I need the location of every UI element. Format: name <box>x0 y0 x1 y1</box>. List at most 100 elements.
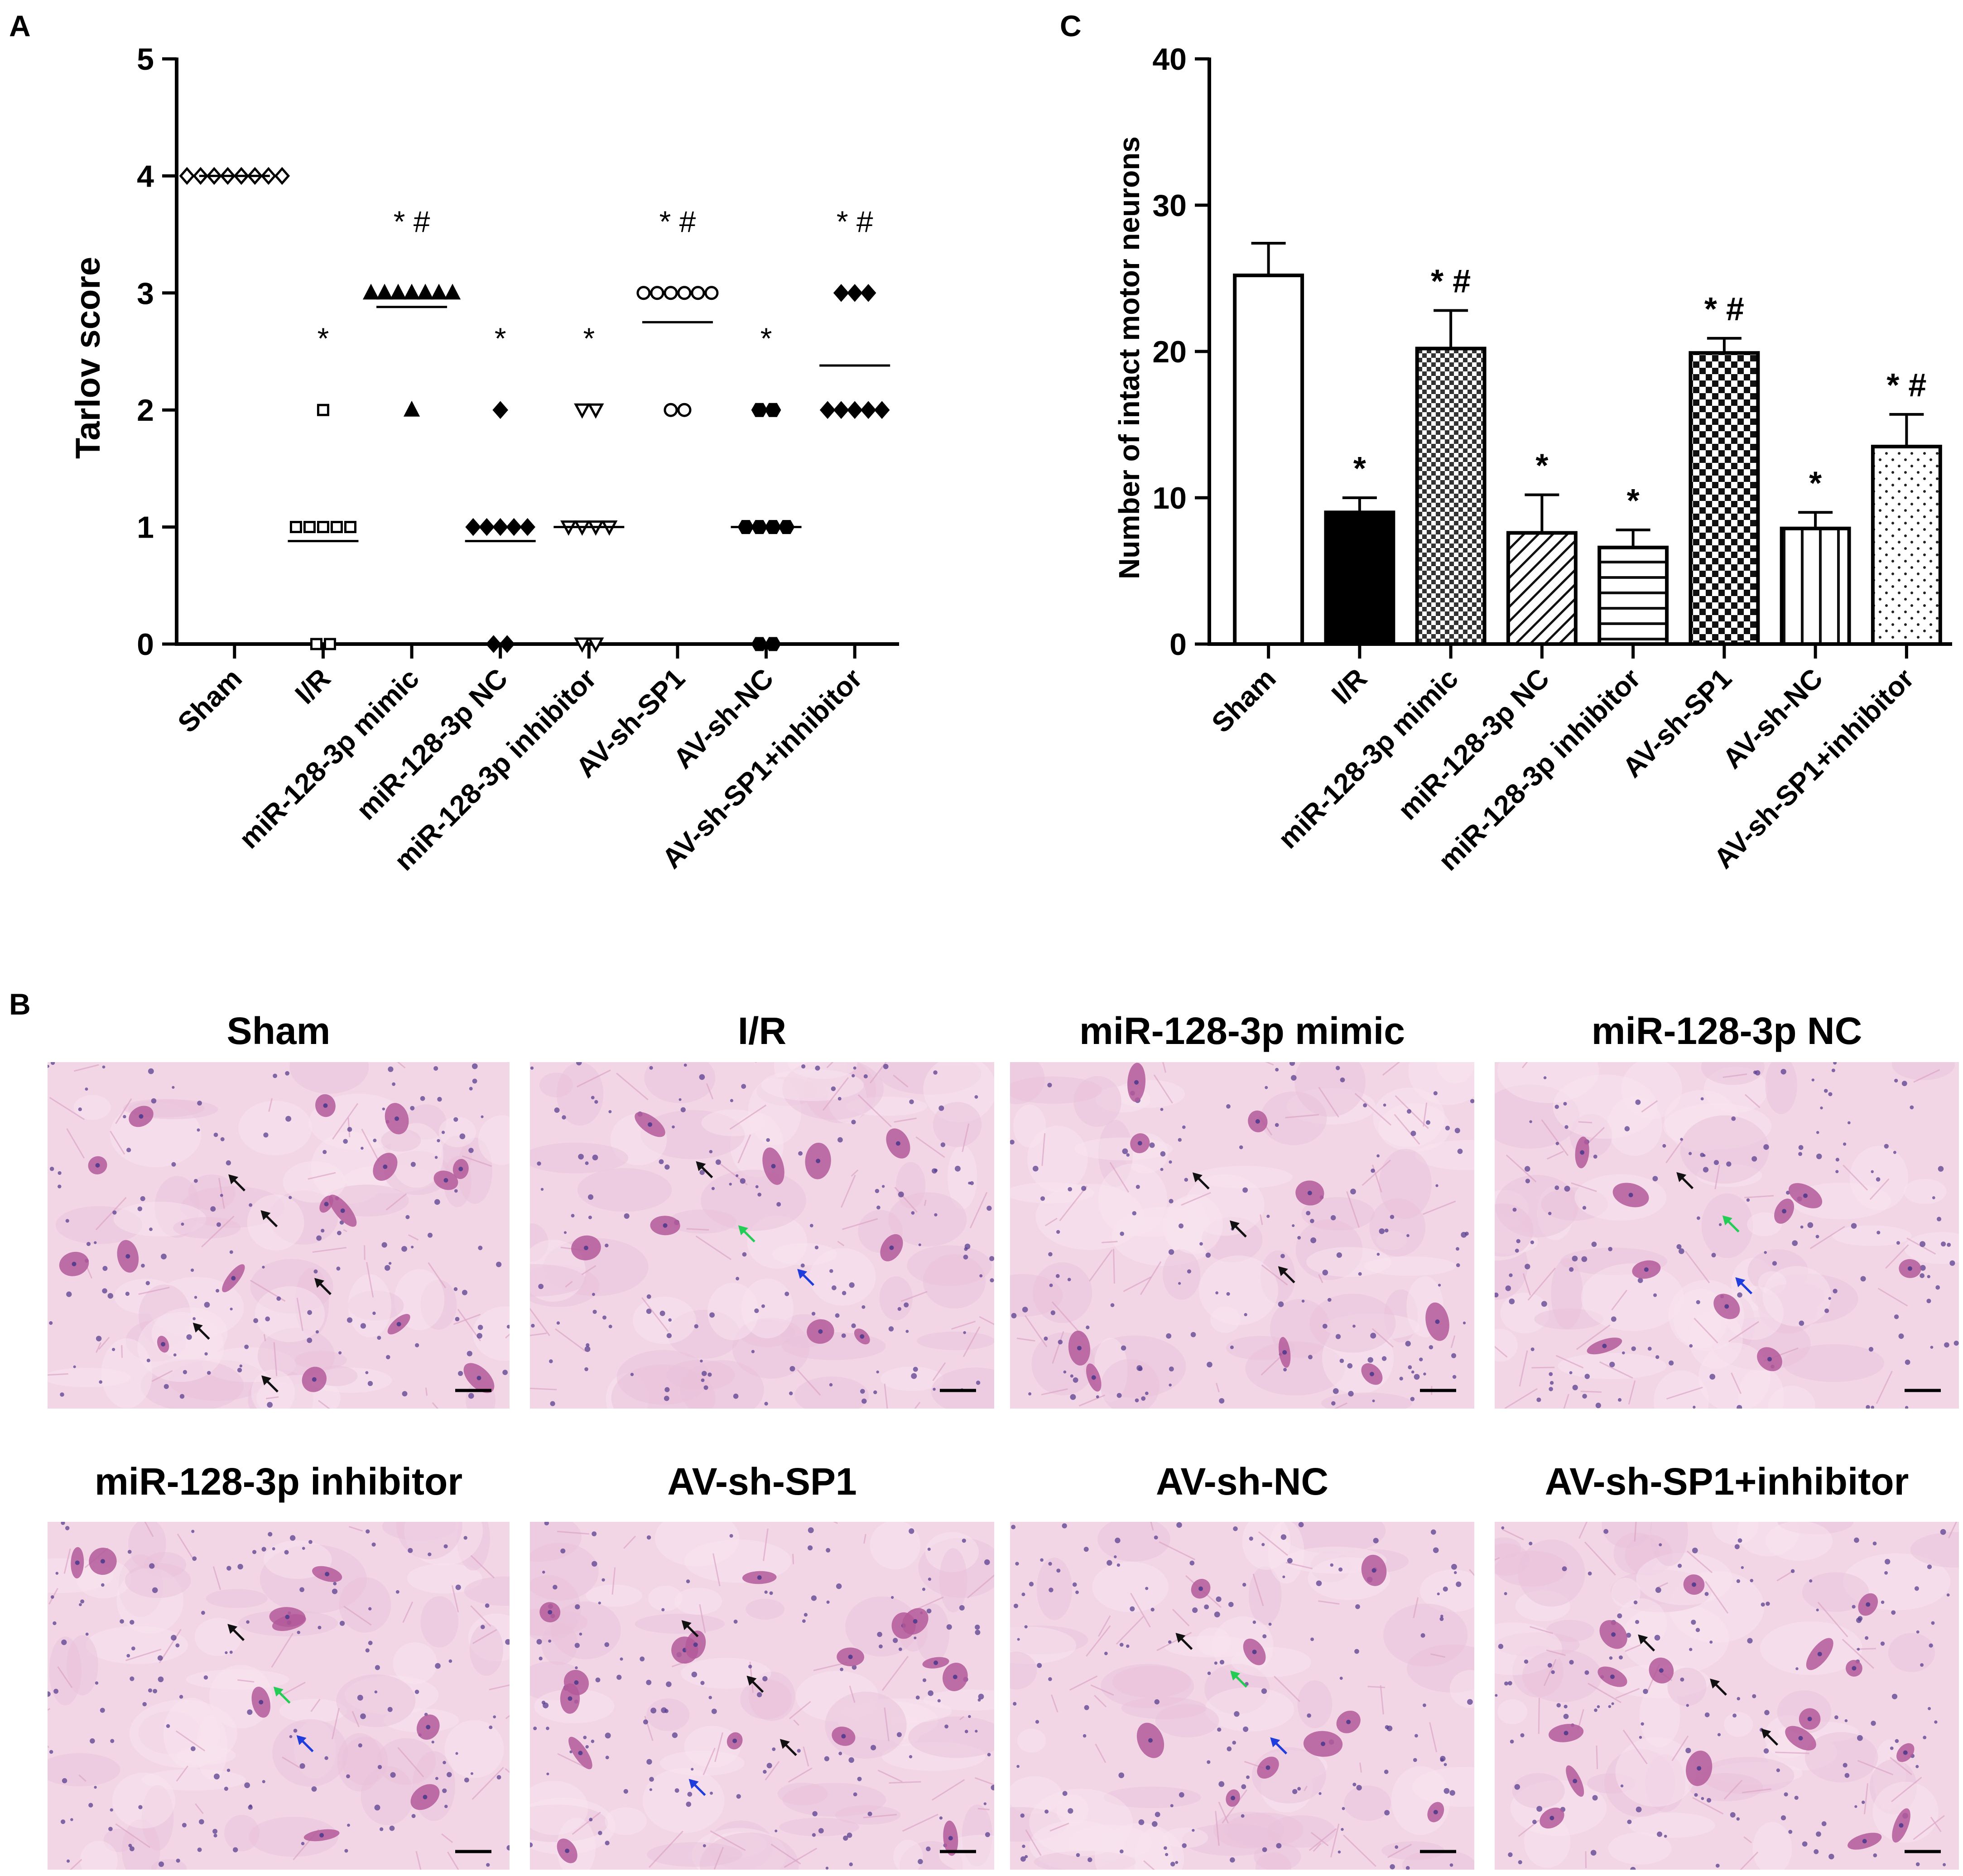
nucleus <box>1780 1815 1786 1821</box>
nucleus <box>244 1344 249 1349</box>
nucleus <box>672 1732 678 1738</box>
black-arrowhead <box>746 1675 757 1686</box>
nucleus <box>1676 1244 1682 1250</box>
nucleus <box>1165 1853 1169 1857</box>
nucleus <box>384 1265 390 1271</box>
tissue-fibre <box>408 1234 419 1241</box>
nucleus <box>428 1232 433 1238</box>
nucleus <box>605 1840 610 1846</box>
tissue-fibre <box>884 1707 890 1741</box>
nucleus <box>1154 1535 1158 1540</box>
data-point <box>819 401 836 419</box>
nucleus <box>592 1154 598 1161</box>
nucleus <box>1292 1224 1295 1227</box>
nucleus <box>477 1325 483 1330</box>
tissue-fibre <box>1094 1694 1107 1708</box>
nucleus <box>1219 1398 1225 1404</box>
black-arrowhead <box>681 1620 692 1631</box>
tissue-texture <box>289 1062 369 1094</box>
significance-label: * # <box>837 205 873 238</box>
tissue-fibre <box>310 1698 321 1712</box>
tissue-texture <box>1027 1126 1088 1193</box>
tissue-texture <box>469 1623 504 1676</box>
tissue-fibre <box>713 1847 724 1870</box>
nucleus <box>1937 1217 1942 1222</box>
neuron-nucleus <box>1659 1668 1664 1673</box>
nucleus <box>733 1393 739 1399</box>
nucleus <box>464 1777 469 1783</box>
nucleus <box>485 1603 490 1608</box>
nucleus <box>1276 1843 1282 1849</box>
data-point <box>704 286 719 300</box>
tissue-fibre <box>1913 1815 1945 1840</box>
nucleus <box>915 1695 920 1700</box>
nucleus <box>1747 1638 1753 1644</box>
nucleus <box>1844 1719 1848 1722</box>
nucleus <box>1635 1099 1641 1105</box>
tissue-fibre <box>1051 1694 1058 1712</box>
nucleus <box>1622 1351 1625 1355</box>
panel-a-group-0 <box>179 167 290 185</box>
nucleus <box>1189 1560 1195 1566</box>
nucleus <box>812 1833 816 1837</box>
tissue-fibre <box>1162 1062 1167 1073</box>
nucleus <box>1262 1634 1267 1639</box>
nucleus <box>1149 1142 1155 1148</box>
tissue-fibre <box>1615 1688 1640 1699</box>
tissue-fibre <box>1519 1350 1528 1387</box>
neuron-nucleus <box>771 1164 776 1169</box>
tissue-texture <box>1892 1062 1955 1080</box>
tissue-fibre <box>1090 1684 1114 1696</box>
nucleus <box>1860 1276 1866 1282</box>
nucleus <box>837 1097 842 1101</box>
nucleus <box>1115 1537 1121 1544</box>
nucleus <box>1946 1593 1950 1597</box>
neuron-nucleus <box>319 1833 324 1838</box>
nucleus <box>131 1646 135 1651</box>
tissue-texture <box>1213 1811 1284 1849</box>
tissue-fibre <box>1541 1119 1569 1156</box>
nucleus <box>50 1062 55 1065</box>
tissue-texture <box>1701 1062 1765 1085</box>
tissue-fibre <box>489 1684 510 1691</box>
black-arrowhead <box>1710 1679 1720 1689</box>
nucleus <box>1498 1644 1504 1649</box>
neuron-nucleus <box>948 1836 953 1841</box>
data-point <box>486 635 502 653</box>
nucleus <box>1703 1167 1709 1173</box>
nucleus <box>149 1563 155 1569</box>
nucleus <box>741 1084 746 1089</box>
tissue-fibre <box>1159 1541 1196 1560</box>
tissue-fibre <box>1153 1074 1173 1104</box>
nucleus <box>120 1619 124 1624</box>
nucleus <box>468 1393 474 1399</box>
tissue-texture <box>1553 1074 1658 1139</box>
tissue-fibre <box>1546 1649 1566 1656</box>
tissue-fibre <box>893 1074 909 1087</box>
nucleus <box>442 1788 447 1793</box>
nucleus <box>764 1590 768 1594</box>
nucleus <box>940 1142 946 1147</box>
nucleus <box>1563 1713 1569 1719</box>
tissue-fibre <box>63 1548 71 1574</box>
data-point <box>677 286 692 300</box>
neuron-nucleus <box>1435 1319 1440 1324</box>
nucleus <box>1780 1068 1786 1075</box>
nucleus <box>1885 1559 1891 1565</box>
nucleus <box>138 1805 143 1809</box>
nucleus <box>1339 1676 1343 1680</box>
tissue-fibre <box>115 1098 132 1124</box>
tissue-fibre <box>1742 1788 1772 1794</box>
tissue-fibre <box>1343 1834 1376 1867</box>
nucleus <box>49 1750 53 1754</box>
nucleus <box>339 1621 345 1626</box>
nucleus <box>1218 1781 1225 1787</box>
neuron-nucleus <box>693 1642 698 1647</box>
tissue-texture <box>530 1142 629 1174</box>
nucleus <box>842 1291 847 1295</box>
nucleus <box>225 1651 228 1655</box>
nucleus <box>851 1323 856 1328</box>
tissue-fibre <box>797 1369 821 1396</box>
tissue-texture <box>255 1286 325 1342</box>
